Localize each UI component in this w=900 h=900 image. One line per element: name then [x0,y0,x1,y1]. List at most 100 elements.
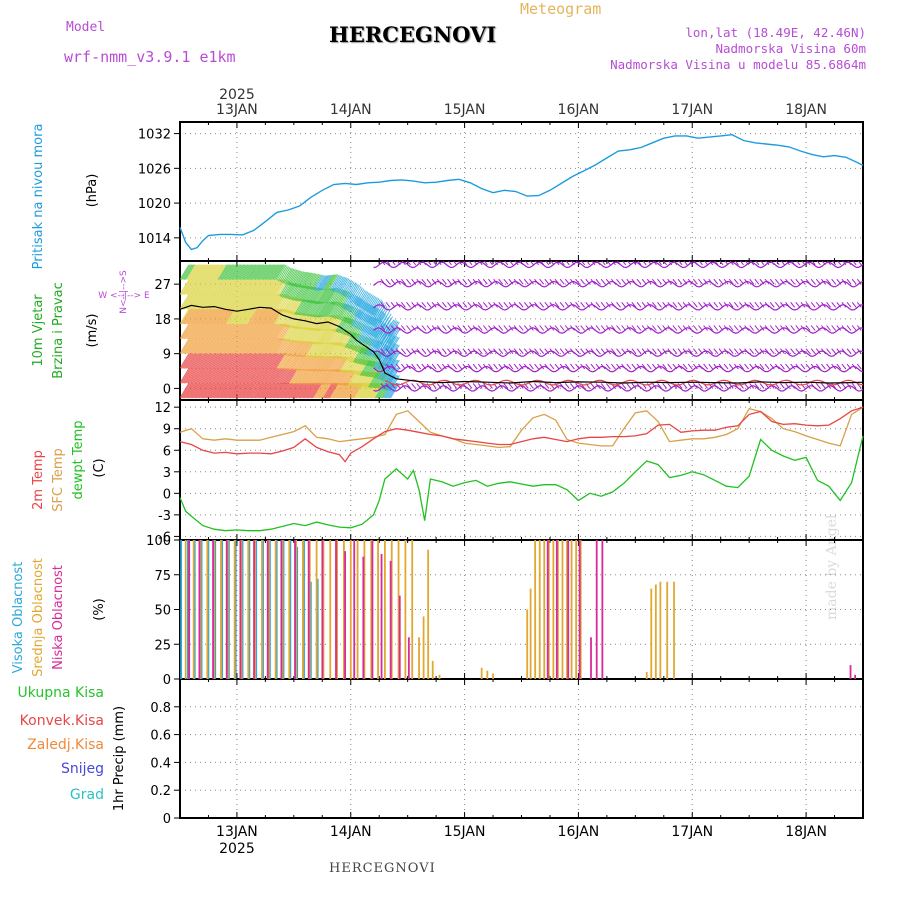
wind-hatch [197,279,208,295]
wind-barb [852,261,857,266]
wind-hatch [325,355,336,372]
wind-hatch [226,294,236,310]
wind-barb [841,278,847,285]
wind-barb [580,302,586,308]
y-tick-label: 50 [154,604,171,619]
wind-hatch [180,368,191,384]
wind-barb [769,383,775,389]
wind-barb [837,261,842,266]
wind-hatch [275,353,286,369]
wind-hatch [204,264,215,280]
wind-hatch [236,294,247,310]
wind-hatch [321,369,332,385]
wind-barb [488,302,493,308]
wind-hatch [268,294,279,310]
wind-hatch [266,338,277,354]
wind-hatch [245,382,255,399]
wind-hatch [264,353,275,369]
wind-hatch [180,368,190,384]
wind-hatch [257,279,268,295]
wind-hatch [306,341,317,358]
wind-hatch [231,338,242,354]
wind-hatch [242,308,253,325]
x-tick-label-top: 17JAN [671,102,713,118]
wind-barb [416,302,422,308]
wind-hatch [348,284,359,300]
wind-hatch [266,368,277,384]
wind-hatch [306,355,317,371]
wind-hatch [266,294,277,310]
wind-hatch [239,294,250,310]
y-tick-label: 9 [163,348,171,363]
wind-barb [785,383,790,389]
wind-hatch [180,308,191,325]
wind-barb [826,278,831,285]
wind-barb [708,278,714,285]
wind-barb [503,383,509,389]
wind-barb [672,302,678,308]
wind-hatch [180,264,190,280]
wind-hatch [202,264,213,280]
wind-hatch [182,382,193,399]
wind-barb [815,278,821,285]
wind-barb [703,325,709,331]
wind-hatch [265,294,276,310]
wind-hatch [262,338,273,354]
wind-hatch [350,358,361,374]
wind-hatch [282,267,292,284]
wind-barb [600,302,606,308]
wind-hatch [220,323,231,340]
wind-hatch [357,290,368,307]
wind-hatch [236,308,247,325]
wind-barb [816,261,821,266]
wind-barb [728,325,734,331]
wind-hatch [247,294,258,310]
wind-hatch [242,279,253,295]
wind-hatch [373,311,384,327]
wind-hatch [191,279,202,295]
wind-hatch [238,338,249,354]
wind-barb [611,278,616,285]
wind-hatch [374,372,385,389]
wind-hatch [235,353,246,369]
wind-barb [677,278,683,285]
wind-barb [718,348,724,354]
wind-barb [590,278,596,285]
wind-hatch [216,338,227,354]
wind-hatch [294,271,305,287]
wind-hatch [209,338,220,354]
wind-barb [544,363,550,370]
wind-hatch [307,369,318,385]
wind-barb [754,325,760,331]
wind-hatch [271,323,281,340]
wind-hatch [343,319,354,335]
wind-hatch [280,296,291,312]
wind-hatch [316,302,327,318]
wind-hatch [246,353,257,369]
wind-hatch [227,294,238,310]
wind-barb [780,363,785,370]
wind-barb [564,302,570,308]
wind-hatch [187,353,198,369]
wind-barb [380,383,386,389]
wind-hatch [323,301,333,318]
wind-barb [764,348,770,354]
wind-barb [498,278,504,285]
wind-hatch [223,264,234,280]
wind-hatch [246,308,257,325]
wind-hatch [208,308,219,325]
wind-hatch [297,285,307,302]
wind-hatch [232,323,243,340]
wind-barb [774,278,780,285]
wind-hatch [223,294,234,310]
wind-hatch [227,382,238,399]
wind-hatch [180,294,190,310]
y-axis-label-temp-2: dewpt Temp [71,420,86,499]
wind-hatch [363,294,374,311]
wind-barb [692,302,698,308]
wind-hatch [361,371,372,388]
wind-hatch [239,382,250,399]
wind-barb [713,302,719,308]
y-tick-label: 1020 [138,197,171,212]
wind-hatch [241,368,251,384]
